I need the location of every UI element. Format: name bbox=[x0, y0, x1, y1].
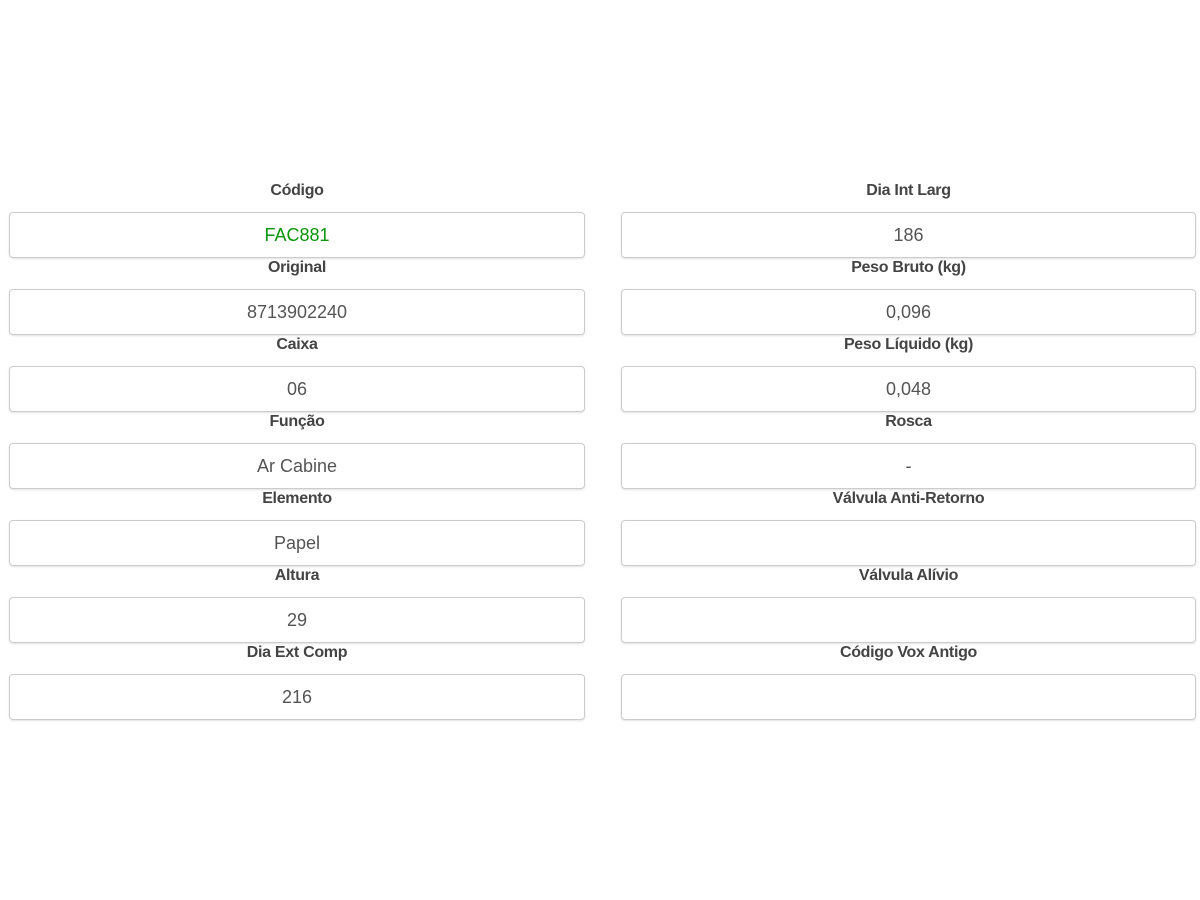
field-valvula-alivio: Válvula Alívio bbox=[621, 566, 1196, 643]
valvula-alivio-value-field[interactable] bbox=[621, 597, 1196, 643]
field-label: Peso Bruto (kg) bbox=[851, 259, 966, 276]
altura-value-field[interactable]: 29 bbox=[9, 597, 585, 643]
field-label: Válvula Anti-Retorno bbox=[832, 490, 985, 507]
dia-int-larg-value-field[interactable]: 186 bbox=[621, 212, 1196, 258]
field-label: Altura bbox=[274, 567, 320, 584]
codigo-value-field[interactable]: FAC881 bbox=[9, 212, 585, 258]
field-original: Original 8713902240 bbox=[9, 258, 585, 335]
original-value-field[interactable]: 8713902240 bbox=[9, 289, 585, 335]
funcao-value-field[interactable]: Ar Cabine bbox=[9, 443, 585, 489]
field-caixa: Caixa 06 bbox=[9, 335, 585, 412]
field-dia-int-larg: Dia Int Larg 186 bbox=[621, 181, 1196, 258]
field-codigo: Código FAC881 bbox=[9, 181, 585, 258]
right-column: Dia Int Larg 186 Peso Bruto (kg) 0,096 Peso … bbox=[621, 181, 1196, 720]
field-peso-bruto-kg: Peso Bruto (kg) 0,096 bbox=[621, 258, 1196, 335]
field-label: Dia Ext Comp bbox=[246, 644, 348, 661]
field-altura: Altura 29 bbox=[9, 566, 585, 643]
field-rosca: Rosca - bbox=[621, 412, 1196, 489]
field-dia-ext-comp: Dia Ext Comp 216 bbox=[9, 643, 585, 720]
caixa-value-field[interactable]: 06 bbox=[9, 366, 585, 412]
field-label: Dia Int Larg bbox=[866, 182, 951, 199]
field-label: Peso Líquido (kg) bbox=[843, 336, 974, 353]
peso-liquido-kg-value-field[interactable]: 0,048 bbox=[621, 366, 1196, 412]
field-label: Original bbox=[267, 259, 327, 276]
field-label: Código Vox Antigo bbox=[839, 644, 978, 661]
field-elemento: Elemento Papel bbox=[9, 489, 585, 566]
dia-ext-comp-value-field[interactable]: 216 bbox=[9, 674, 585, 720]
field-label: Caixa bbox=[276, 336, 318, 353]
field-codigo-vox-antigo: Código Vox Antigo bbox=[621, 643, 1196, 720]
codigo-vox-antigo-value-field[interactable] bbox=[621, 674, 1196, 720]
field-valvula-anti-retorno: Válvula Anti-Retorno bbox=[621, 489, 1196, 566]
field-label: Rosca bbox=[885, 413, 932, 430]
valvula-anti-retorno-value-field[interactable] bbox=[621, 520, 1196, 566]
peso-bruto-kg-value-field[interactable]: 0,096 bbox=[621, 289, 1196, 335]
left-column: Código FAC881 Original 8713902240 Caixa 06 Fun… bbox=[9, 181, 585, 720]
field-label: Código bbox=[270, 182, 324, 199]
field-label: Elemento bbox=[262, 490, 332, 507]
rosca-value-field[interactable]: - bbox=[621, 443, 1196, 489]
field-funcao: Função Ar Cabine bbox=[9, 412, 585, 489]
field-label: Válvula Alívio bbox=[858, 567, 959, 584]
field-label: Função bbox=[269, 413, 325, 430]
field-peso-liquido-kg: Peso Líquido (kg) 0,048 bbox=[621, 335, 1196, 412]
elemento-value-field[interactable]: Papel bbox=[9, 520, 585, 566]
